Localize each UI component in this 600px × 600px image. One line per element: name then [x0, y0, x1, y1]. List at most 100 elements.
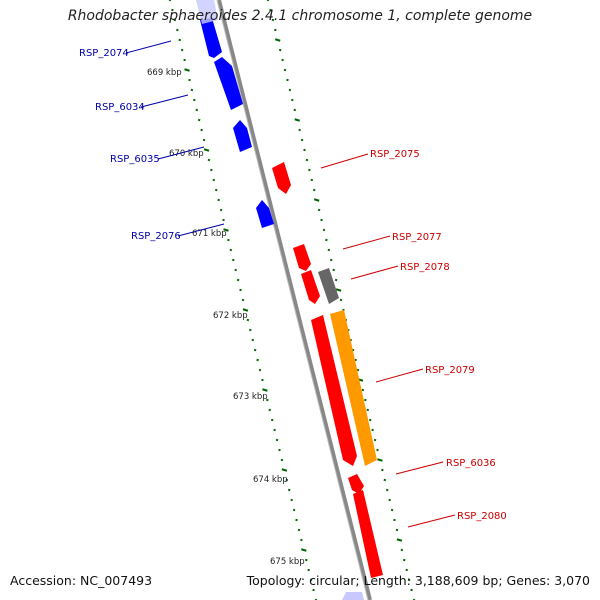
gene-rsp-2079[interactable]: [330, 310, 377, 466]
tick-mark: [376, 448, 379, 452]
tick-mark: [322, 228, 326, 232]
tick-mark: [366, 408, 370, 412]
gene-rsp-2077[interactable]: [293, 244, 311, 271]
tick-mark: [256, 358, 259, 362]
tick-mark: [207, 158, 211, 162]
gene-rsp-2074[interactable]: [200, 18, 222, 58]
tick-mark: [229, 248, 233, 252]
tick-mark: [281, 468, 288, 472]
forward-strand-genes: [272, 162, 383, 578]
gene-rsp-6035[interactable]: [233, 120, 252, 152]
tick-mark: [197, 118, 201, 122]
tick-mark: [190, 88, 194, 92]
tick-mark: [273, 428, 276, 432]
reverse-callouts: [125, 40, 225, 237]
tick-mark: [410, 588, 413, 592]
gene-rsp-2074-fade: [196, 0, 218, 24]
topology-text: Topology: circular; Length: 3,188,609 bp…: [246, 573, 590, 588]
tick-mark: [300, 538, 303, 542]
label-rsp-2076[interactable]: RSP_2076: [131, 231, 181, 242]
tick-mark: [298, 128, 301, 132]
tick-mark: [278, 48, 282, 52]
tick-mark: [239, 288, 242, 292]
tick-mark: [173, 18, 177, 22]
tick-mark: [405, 568, 408, 572]
tick-mark: [171, 8, 174, 12]
gene-rsp-2076[interactable]: [256, 200, 274, 228]
tick-mark: [274, 38, 281, 42]
tick-mark: [241, 298, 245, 302]
tick-mark: [334, 278, 338, 282]
tick-mark: [242, 308, 249, 312]
gene-rsp-6036[interactable]: [348, 474, 364, 494]
position-label-672: 672 kbp: [213, 311, 248, 321]
gene-rsp-2078-left[interactable]: [301, 270, 320, 304]
tick-mark: [275, 438, 279, 442]
label-rsp-2075[interactable]: RSP_2075: [370, 149, 420, 160]
tick-mark: [188, 78, 191, 82]
tick-mark: [295, 518, 298, 522]
tick-mark: [390, 508, 394, 512]
tick-mark: [313, 198, 320, 202]
accession-text: Accession: NC_007493: [10, 573, 153, 588]
chromosome-backbone: [217, 0, 372, 600]
tick-mark: [202, 138, 206, 142]
tick-mark: [329, 258, 333, 262]
position-label-673: 673 kbp: [233, 392, 268, 402]
gene-rsp-2075[interactable]: [272, 162, 291, 194]
tick-mark: [193, 98, 196, 102]
gene-rsp-2079-red[interactable]: [311, 315, 357, 466]
tick-mark: [310, 178, 314, 182]
tick-mark: [288, 88, 292, 92]
tick-mark: [395, 528, 399, 532]
label-rsp-2074[interactable]: RSP_2074: [79, 48, 129, 59]
tick-mark: [258, 368, 262, 372]
label-rsp-2078[interactable]: RSP_2078: [400, 262, 450, 273]
tick-mark: [176, 28, 179, 32]
tick-mark: [203, 148, 210, 152]
tick-mark: [293, 108, 297, 112]
tick-mark: [236, 278, 240, 282]
tick-mark: [212, 178, 216, 182]
position-label-675: 675 kbp: [270, 557, 305, 567]
tick-mark: [261, 378, 264, 382]
tick-mark: [219, 208, 223, 212]
position-tick-ring-outer: [266, 0, 416, 600]
label-rsp-2080[interactable]: RSP_2080: [457, 511, 507, 522]
tick-mark: [210, 168, 213, 172]
tick-mark: [317, 208, 321, 212]
tick-mark: [305, 158, 309, 162]
label-rsp-2079[interactable]: RSP_2079: [425, 365, 475, 376]
position-label-670: 670 kbp: [169, 149, 204, 159]
gene-rsp-2078[interactable]: [318, 268, 339, 304]
tick-mark: [249, 328, 252, 332]
tick-mark: [396, 538, 403, 542]
gene-rsp-2080[interactable]: [353, 490, 383, 578]
label-rsp-2077[interactable]: RSP_2077: [392, 232, 442, 243]
tick-mark: [214, 188, 218, 192]
backbone-highlight: [216, 0, 369, 600]
label-rsp-6036[interactable]: RSP_6036: [446, 458, 496, 469]
tick-mark: [400, 548, 404, 552]
tick-mark: [385, 488, 389, 492]
tick-mark: [290, 498, 293, 502]
label-rsp-6034[interactable]: RSP_6034: [95, 102, 145, 113]
reverse-strand-genes: [200, 18, 274, 228]
label-rsp-6035[interactable]: RSP_6035: [110, 154, 160, 165]
gene-rsp-6034[interactable]: [214, 57, 243, 110]
tick-mark: [227, 238, 230, 242]
tick-mark: [195, 108, 199, 112]
tick-mark: [381, 468, 384, 472]
tick-mark: [301, 548, 307, 552]
map-title: Rhodobacter sphaeroides 2.4.1 chromosome…: [67, 8, 533, 24]
tick-mark: [180, 48, 184, 52]
tick-mark: [339, 298, 343, 302]
tick-mark: [294, 118, 300, 122]
tick-mark: [377, 458, 383, 462]
tick-mark: [283, 68, 287, 72]
position-labels: 669 kbp 670 kbp 671 kbp 672 kbp 673 kbp …: [147, 68, 305, 567]
forward-callouts: [320, 153, 456, 528]
position-label-674: 674 kbp: [253, 475, 288, 485]
tick-mark: [278, 448, 281, 452]
tick-mark: [266, 398, 269, 402]
